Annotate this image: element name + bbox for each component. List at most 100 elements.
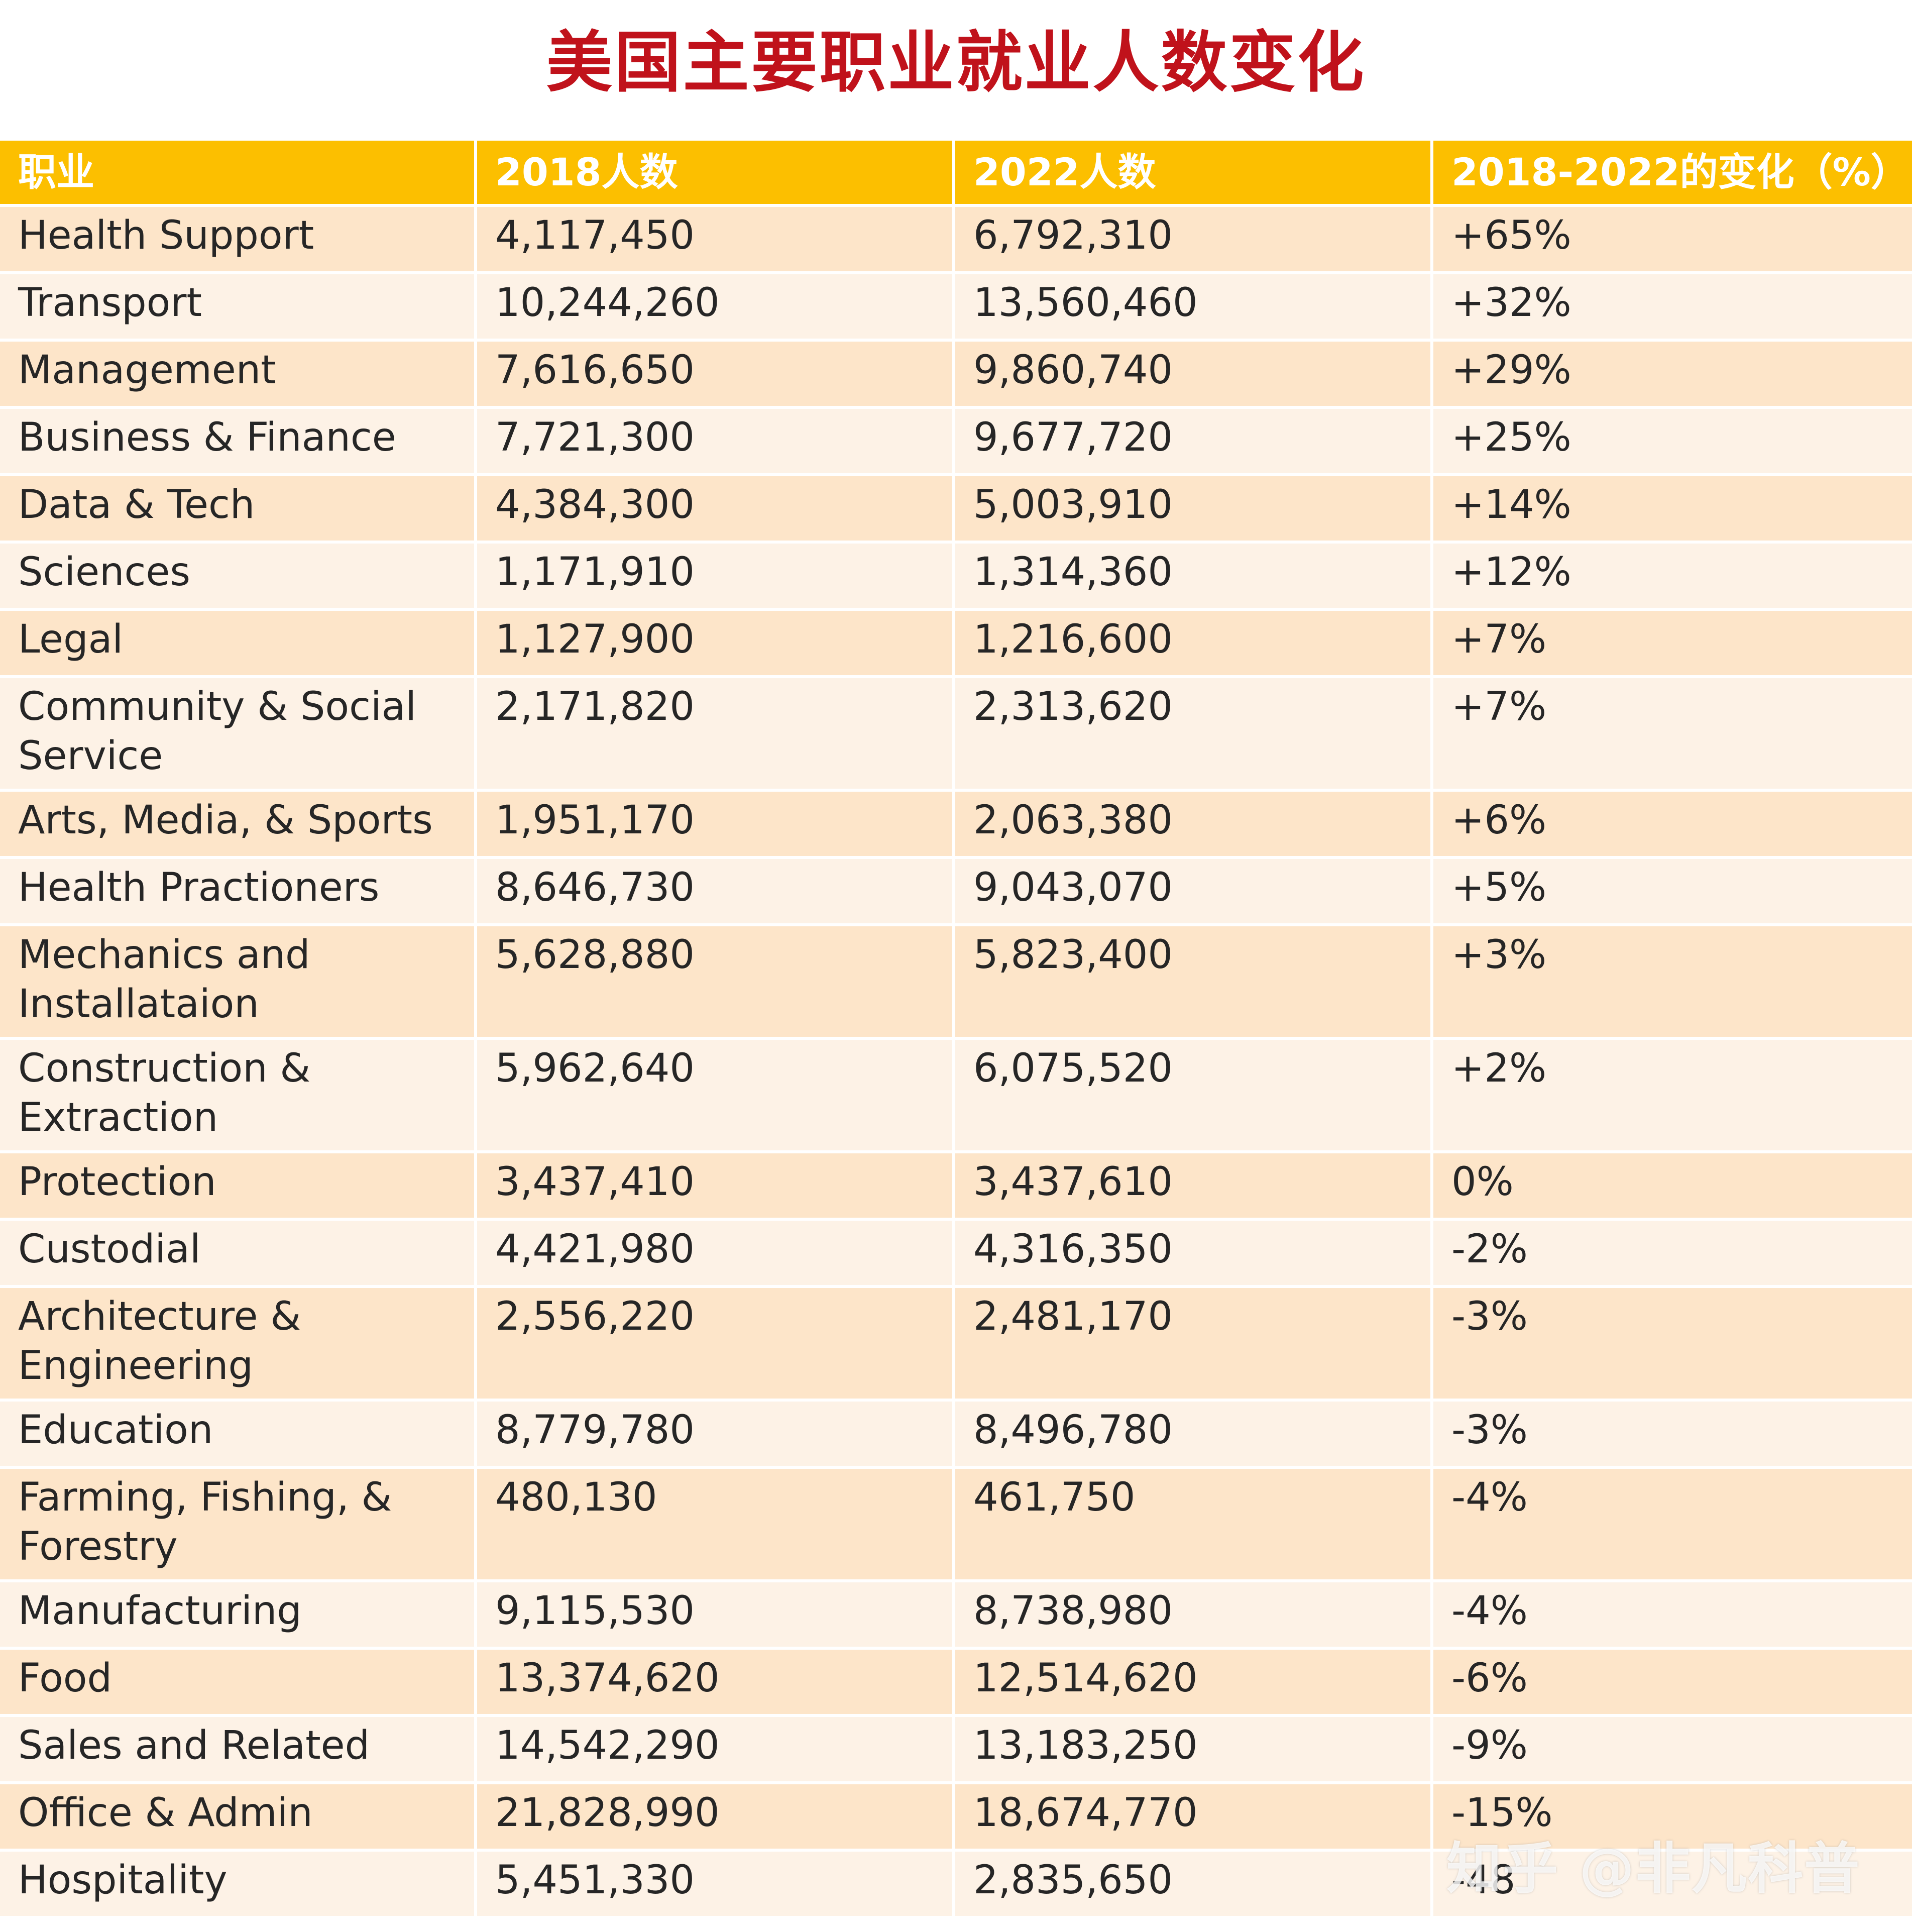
cell-change: -3% xyxy=(1451,1408,1528,1453)
cell-2022: 12,514,620 xyxy=(955,1650,1433,1714)
cell-change: +7% xyxy=(1451,684,1547,729)
cell-2018: 2,171,820 xyxy=(477,678,955,789)
cell-occupation: Legal xyxy=(0,611,477,675)
table-row: Community & Social Service 2,171,820 2,313… xyxy=(0,678,1912,792)
table-row: Office & Admin 21,828,990 18,674,770 -15% xyxy=(0,1784,1912,1852)
cell-occupation: Food xyxy=(0,1650,477,1714)
cell-change: +2% xyxy=(1451,1046,1547,1091)
cell-occupation: Health Practioners xyxy=(0,859,477,923)
cell-change: +32% xyxy=(1451,280,1571,326)
cell-2022: 5,003,910 xyxy=(955,476,1433,541)
cell-change: +29% xyxy=(1451,348,1571,393)
cell-2018: 1,127,900 xyxy=(477,611,955,675)
cell-change: +12% xyxy=(1451,550,1571,595)
cell-2022: 9,860,740 xyxy=(955,342,1433,406)
cell-change: +65% xyxy=(1451,213,1571,258)
table-row: Education 8,779,780 8,496,780 -3% xyxy=(0,1402,1912,1469)
table-row: Hospitality 5,451,330 2,835,650 -48 xyxy=(0,1852,1912,1919)
cell-occupation: Mechanics and Installataion xyxy=(0,926,477,1037)
page-title: 美国主要职业就业人数变化 xyxy=(546,24,1366,101)
watermark: 知乎 @非凡科普 xyxy=(1446,1837,1861,1901)
table-row: Farming, Fishing, & Forestry 480,130 461,7… xyxy=(0,1469,1912,1582)
cell-2022: 13,560,460 xyxy=(955,274,1433,339)
cell-2022: 6,075,520 xyxy=(955,1040,1433,1150)
cell-2018: 2,556,220 xyxy=(477,1288,955,1399)
cell-2018: 5,451,330 xyxy=(477,1852,955,1916)
cell-2022: 3,437,610 xyxy=(955,1153,1433,1218)
cell-2022: 8,496,780 xyxy=(955,1402,1433,1466)
table-row: Manufacturing 9,115,530 8,738,980 -4% xyxy=(0,1582,1912,1650)
cell-occupation: Hospitality xyxy=(0,1852,477,1916)
table-row: Food 13,374,620 12,514,620 -6% xyxy=(0,1650,1912,1717)
cell-occupation: Transport xyxy=(0,274,477,339)
cell-2022: 6,792,310 xyxy=(955,207,1433,271)
cell-2018: 8,646,730 xyxy=(477,859,955,923)
cell-occupation: Sales and Related xyxy=(0,1717,477,1781)
table-row: Protection 3,437,410 3,437,610 0% xyxy=(0,1153,1912,1221)
table-row: Legal 1,127,900 1,216,600 +7% xyxy=(0,611,1912,678)
cell-change: +14% xyxy=(1451,482,1571,527)
cell-change: -6% xyxy=(1451,1656,1528,1701)
cell-2018: 4,384,300 xyxy=(477,476,955,541)
table-row: Mechanics and Installataion 5,628,880 5,82… xyxy=(0,926,1912,1040)
cell-2018: 10,244,260 xyxy=(477,274,955,339)
table-row: Construction & Extraction 5,962,640 6,075,… xyxy=(0,1040,1912,1153)
cell-2018: 21,828,990 xyxy=(477,1784,955,1849)
header-change: 2018-2022的变化（%） xyxy=(1451,150,1909,194)
cell-occupation: Custodial xyxy=(0,1221,477,1285)
header-occupation: 职业 xyxy=(0,141,477,204)
cell-occupation: Office & Admin xyxy=(0,1784,477,1849)
cell-2022: 5,823,400 xyxy=(955,926,1433,1037)
cell-occupation: Management xyxy=(0,342,477,406)
cell-2022: 9,677,720 xyxy=(955,409,1433,473)
cell-occupation: Farming, Fishing, & Forestry xyxy=(0,1469,477,1579)
cell-change: +5% xyxy=(1451,865,1547,910)
cell-2018: 13,374,620 xyxy=(477,1650,955,1714)
cell-occupation: Arts, Media, & Sports xyxy=(0,792,477,856)
header-2022: 2022人数 xyxy=(955,141,1433,204)
cell-occupation: Community & Social Service xyxy=(0,678,477,789)
cell-occupation: Data & Tech xyxy=(0,476,477,541)
employment-table: 职业 2018人数 2022人数 2018-2022的变化（%） Health … xyxy=(0,141,1912,1919)
cell-occupation: Education xyxy=(0,1402,477,1466)
cell-2018: 5,962,640 xyxy=(477,1040,955,1150)
table-row: Health Practioners 8,646,730 9,043,070 +5% xyxy=(0,859,1912,926)
cell-change: +6% xyxy=(1451,798,1547,843)
table-row: Arts, Media, & Sports 1,951,170 2,063,380 +… xyxy=(0,792,1912,859)
cell-2018: 7,616,650 xyxy=(477,342,955,406)
cell-2018: 1,171,910 xyxy=(477,544,955,608)
table-row: Management 7,616,650 9,860,740 +29% xyxy=(0,342,1912,409)
cell-occupation: Architecture & Engineering xyxy=(0,1288,477,1399)
cell-change: 0% xyxy=(1451,1159,1514,1205)
cell-change: +25% xyxy=(1451,415,1571,460)
cell-2018: 1,951,170 xyxy=(477,792,955,856)
cell-2022: 461,750 xyxy=(955,1469,1433,1579)
cell-2018: 480,130 xyxy=(477,1469,955,1579)
cell-change: -48 xyxy=(1451,1858,1516,1903)
cell-2018: 14,542,290 xyxy=(477,1717,955,1781)
cell-change: -3% xyxy=(1451,1294,1528,1339)
table-row: Sales and Related 14,542,290 13,183,250 -9% xyxy=(0,1717,1912,1784)
cell-occupation: Sciences xyxy=(0,544,477,608)
cell-2022: 18,674,770 xyxy=(955,1784,1433,1849)
table-row: Health Support 4,117,450 6,792,310 +65% xyxy=(0,207,1912,274)
cell-2018: 7,721,300 xyxy=(477,409,955,473)
cell-2022: 8,738,980 xyxy=(955,1582,1433,1647)
table-row: Business & Finance 7,721,300 9,677,720 +25% xyxy=(0,409,1912,476)
cell-2018: 9,115,530 xyxy=(477,1582,955,1647)
cell-2018: 4,421,980 xyxy=(477,1221,955,1285)
cell-2022: 1,314,360 xyxy=(955,544,1433,608)
cell-change: -2% xyxy=(1451,1227,1528,1272)
cell-2018: 5,628,880 xyxy=(477,926,955,1037)
table-row: Custodial 4,421,980 4,316,350 -2% xyxy=(0,1221,1912,1288)
cell-2022: 4,316,350 xyxy=(955,1221,1433,1285)
table-row: Transport 10,244,260 13,560,460 +32% xyxy=(0,274,1912,342)
cell-2022: 1,216,600 xyxy=(955,611,1433,675)
cell-occupation: Business & Finance xyxy=(0,409,477,473)
cell-change: -4% xyxy=(1451,1588,1528,1634)
table-row: Architecture & Engineering 2,556,220 2,481… xyxy=(0,1288,1912,1402)
cell-2018: 8,779,780 xyxy=(477,1402,955,1466)
table-row: Sciences 1,171,910 1,314,360 +12% xyxy=(0,544,1912,611)
cell-2022: 2,313,620 xyxy=(955,678,1433,789)
cell-2018: 3,437,410 xyxy=(477,1153,955,1218)
